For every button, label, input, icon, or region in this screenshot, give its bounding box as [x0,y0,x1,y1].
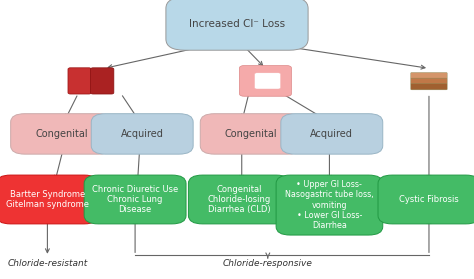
Text: Congenital
Chloride-losing
Diarrhea (CLD): Congenital Chloride-losing Diarrhea (CLD… [208,185,271,214]
FancyBboxPatch shape [411,73,447,79]
FancyBboxPatch shape [68,68,91,94]
FancyBboxPatch shape [411,78,447,84]
Text: Acquired: Acquired [310,129,353,139]
FancyBboxPatch shape [91,114,193,154]
Text: Congenital: Congenital [225,129,278,139]
Text: Congenital: Congenital [35,129,88,139]
FancyBboxPatch shape [411,84,447,90]
Text: Increased Cl⁻ Loss: Increased Cl⁻ Loss [189,19,285,29]
FancyBboxPatch shape [0,175,99,224]
Text: Chloride-responsive: Chloride-responsive [223,259,313,268]
FancyBboxPatch shape [84,175,186,224]
Text: Chloride-resistant: Chloride-resistant [7,259,88,268]
FancyBboxPatch shape [239,66,292,96]
Text: • Upper GI Loss-
Nasogastric tube loss,
vomiting
• Lower GI Loss-
Diarrhea: • Upper GI Loss- Nasogastric tube loss, … [285,180,374,230]
Text: Chronic Diuretic Use
Chronic Lung
Disease: Chronic Diuretic Use Chronic Lung Diseas… [92,185,178,214]
FancyBboxPatch shape [11,114,112,154]
Text: Acquired: Acquired [121,129,164,139]
FancyBboxPatch shape [276,175,383,235]
FancyBboxPatch shape [188,175,290,224]
FancyBboxPatch shape [200,114,302,154]
Text: Bartter Syndrome
Gitelman syndrome: Bartter Syndrome Gitelman syndrome [6,190,89,209]
FancyBboxPatch shape [378,175,474,224]
FancyBboxPatch shape [91,68,114,94]
FancyBboxPatch shape [255,73,281,89]
FancyBboxPatch shape [281,114,383,154]
Text: Cystic Fibrosis: Cystic Fibrosis [399,195,459,204]
FancyBboxPatch shape [166,0,308,50]
